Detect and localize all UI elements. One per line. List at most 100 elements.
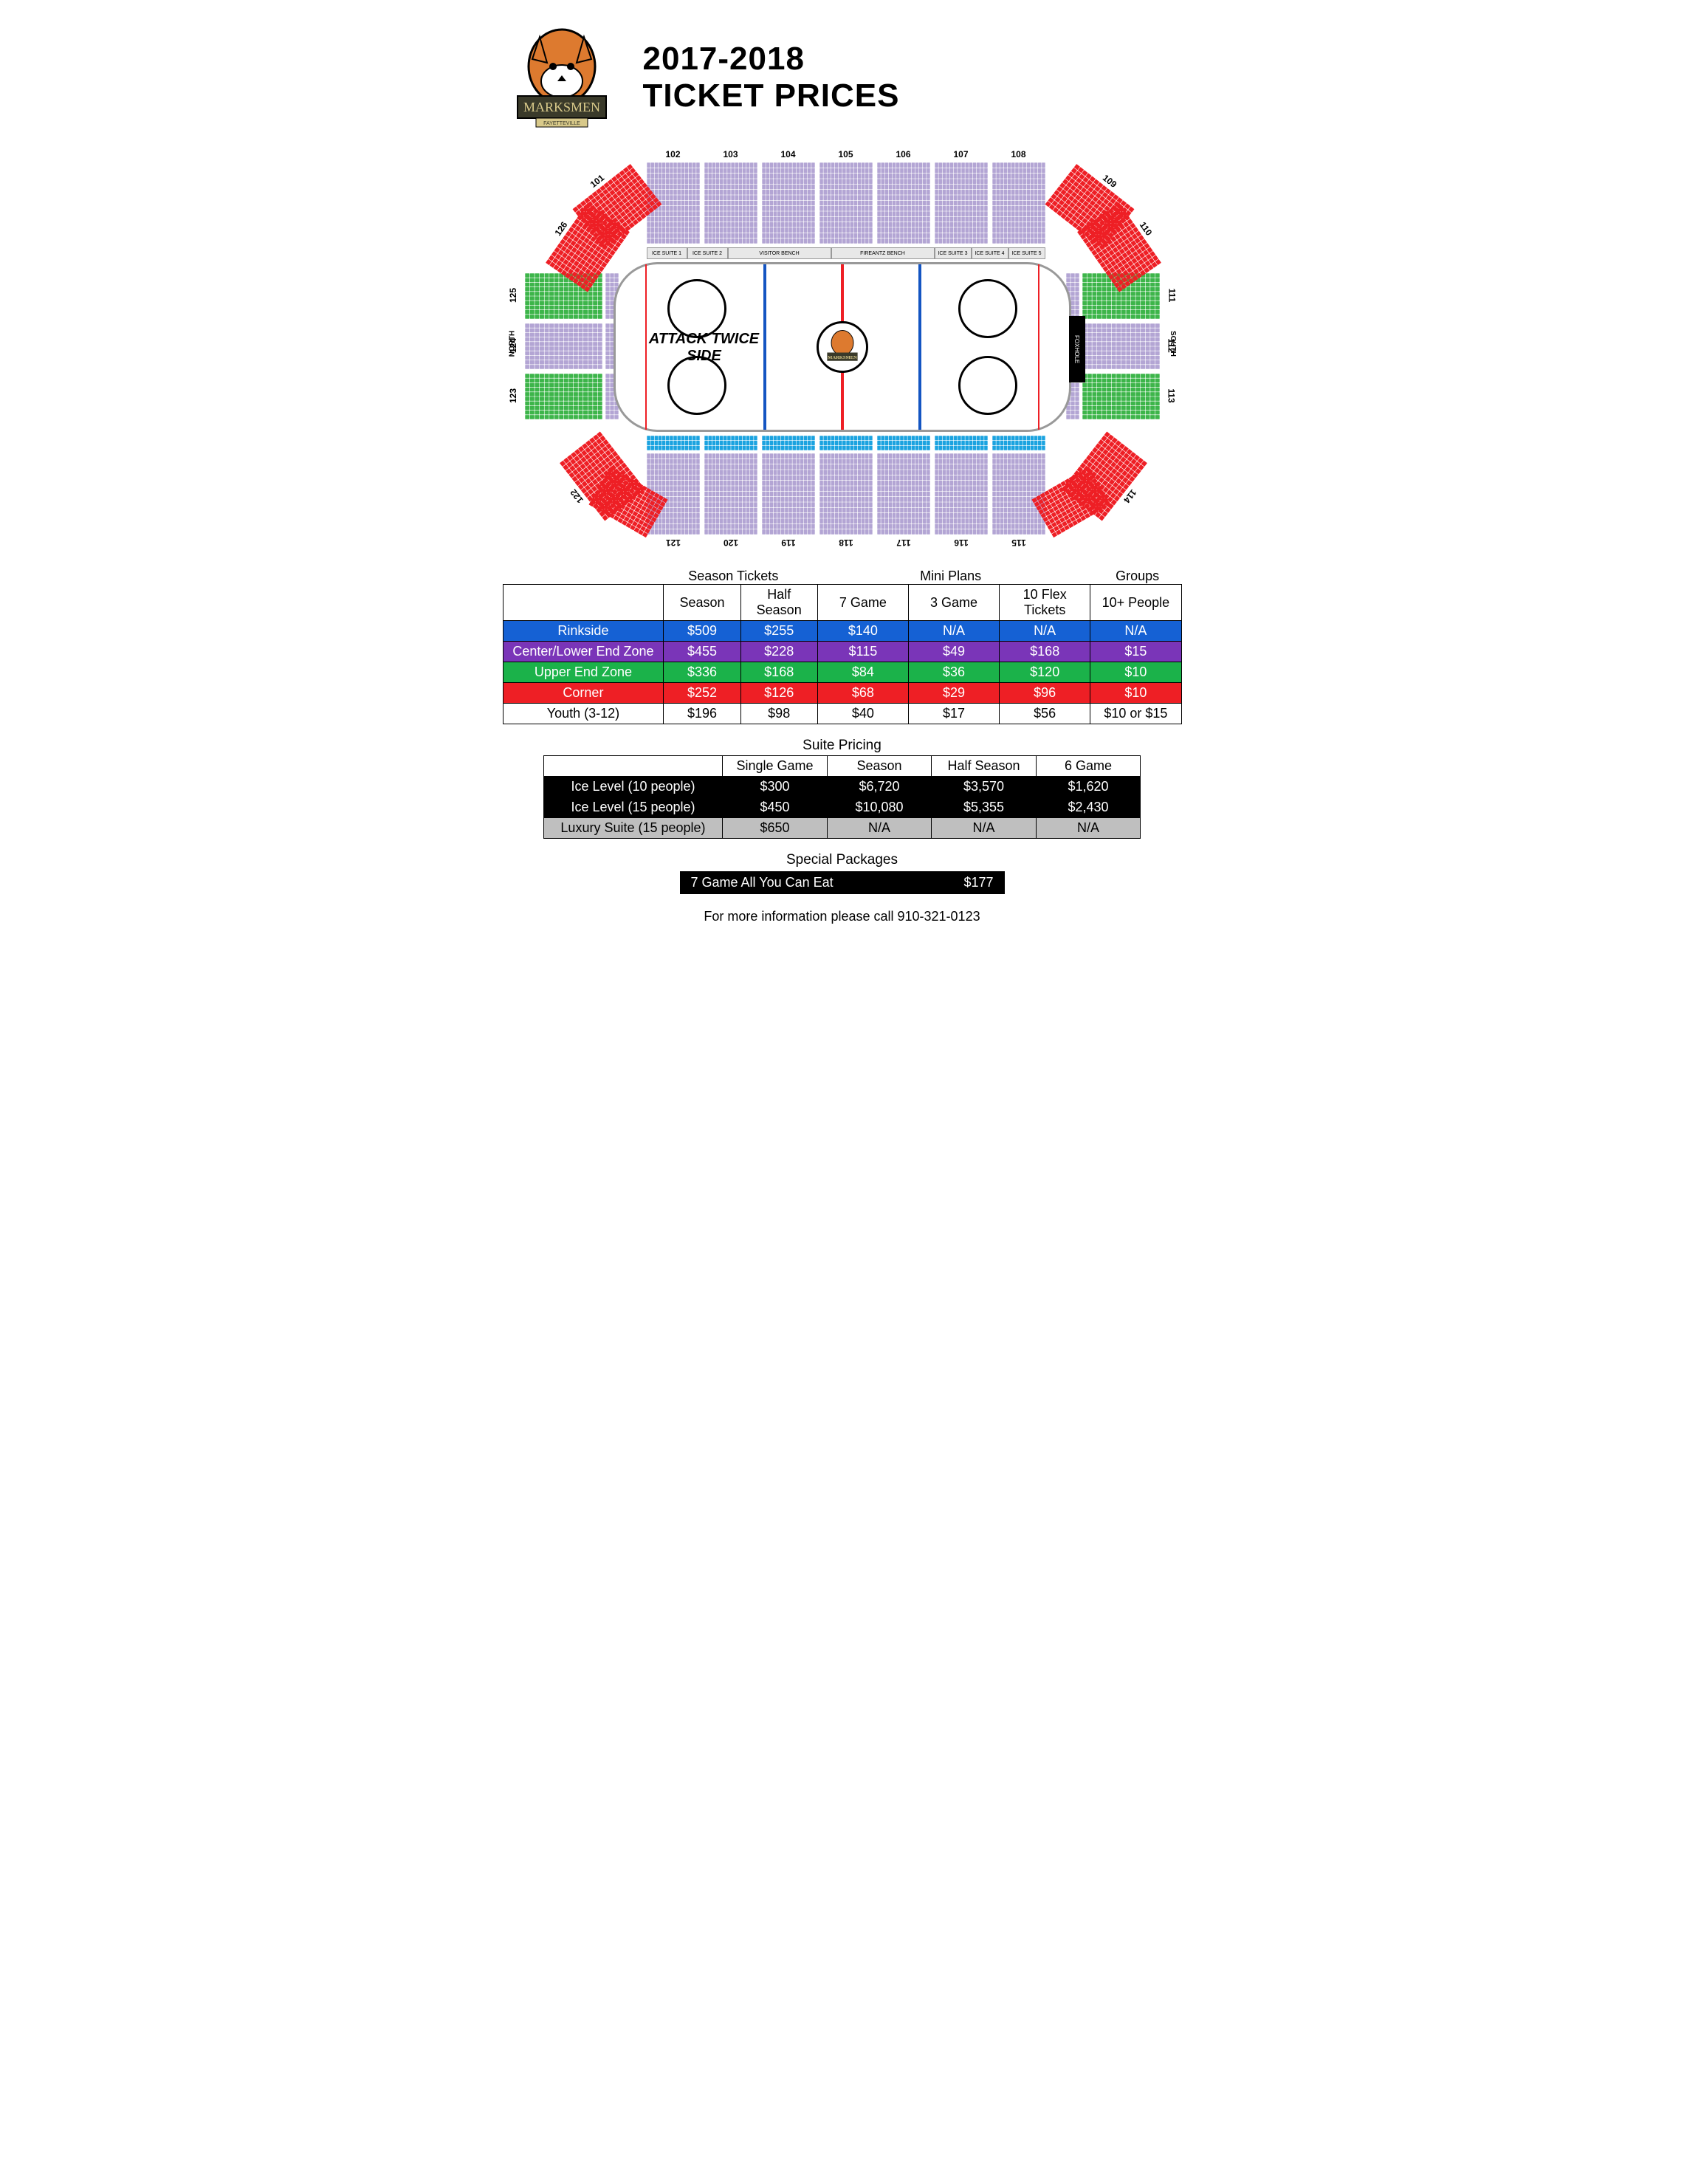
pricing-cell: $168	[1000, 642, 1090, 662]
suite-row-label: Luxury Suite (15 people)	[543, 818, 723, 839]
center-ice-logo: MARKSMEN	[817, 321, 868, 373]
suite-row: Luxury Suite (15 people)$650N/AN/AN/A	[543, 818, 1141, 839]
suite-cell: N/A	[1036, 818, 1141, 839]
pricing-col-header: 7 Game	[817, 585, 908, 621]
section-104: 104	[762, 162, 815, 244]
suite-row: Ice Level (15 people)$450$10,080$5,355$2…	[543, 797, 1141, 818]
pricing-cell: $509	[664, 621, 740, 642]
section-107: 107	[935, 162, 988, 244]
pricing-cell: $68	[817, 683, 908, 704]
ice-rink: MARKSMEN ATTACK TWICE SIDE FOXHOLE	[614, 262, 1071, 432]
rinkside-121	[647, 436, 700, 450]
suite-cell: N/A	[827, 818, 932, 839]
suite-col-header: 6 Game	[1036, 756, 1141, 777]
header-mini-plans: Mini Plans	[808, 569, 1093, 584]
suite-label: ICE SUITE 5	[1008, 247, 1045, 259]
pricing-cell: $98	[740, 704, 817, 724]
pricing-cell: $252	[664, 683, 740, 704]
pricing-cell: $10	[1090, 683, 1181, 704]
suite-cell: $2,430	[1036, 797, 1141, 818]
suite-col-header	[543, 756, 723, 777]
pricing-cell: $10 or $15	[1090, 704, 1181, 724]
title-heading: TICKET PRICES	[643, 78, 900, 114]
section-124: 124	[525, 323, 602, 369]
section-120: 120	[704, 453, 757, 535]
team-logo: MARKSMEN FAYETTEVILLE	[503, 22, 621, 133]
pricing-cell: $126	[740, 683, 817, 704]
pricing-row-label: Rinkside	[503, 621, 664, 642]
rinkside-119	[762, 436, 815, 450]
svg-text:FAYETTEVILLE: FAYETTEVILLE	[543, 121, 580, 126]
pricing-cell: N/A	[1000, 621, 1090, 642]
pricing-row: Youth (3-12)$196$98$40$17$56$10 or $15	[503, 704, 1181, 724]
pricing-row: Rinkside$509$255$140N/AN/AN/A	[503, 621, 1181, 642]
suite-title: Suite Pricing	[503, 738, 1182, 754]
pricing-cell: $336	[664, 662, 740, 683]
rinkside-118	[819, 436, 873, 450]
pricing-row-label: Youth (3-12)	[503, 704, 664, 724]
title-block: 2017-2018 TICKET PRICES	[643, 41, 900, 114]
special-price: $177	[963, 875, 993, 890]
section-108: 108	[992, 162, 1045, 244]
suite-cell: $6,720	[827, 777, 932, 797]
pricing-cell: $49	[908, 642, 999, 662]
section-119: 119	[762, 453, 815, 535]
pricing-cell: $17	[908, 704, 999, 724]
rinkside-120	[704, 436, 757, 450]
pricing-cell: $140	[817, 621, 908, 642]
arena-map: NORTH SOUTH 102103104105106107108 121120…	[503, 140, 1182, 554]
pricing-cell: N/A	[908, 621, 999, 642]
suite-col-header: Half Season	[932, 756, 1037, 777]
section-105: 105	[819, 162, 873, 244]
pricing-cell: $115	[817, 642, 908, 662]
footer-text: For more information please call 910-321…	[503, 909, 1182, 924]
pricing-col-header: Season	[664, 585, 740, 621]
pricing-row: Upper End Zone$336$168$84$36$120$10	[503, 662, 1181, 683]
year-heading: 2017-2018	[643, 41, 900, 78]
suite-cell: $1,620	[1036, 777, 1141, 797]
suite-row-label: Ice Level (10 people)	[543, 777, 723, 797]
suite-label: ICE SUITE 4	[972, 247, 1008, 259]
suite-cell: $3,570	[932, 777, 1037, 797]
suite-col-header: Single Game	[723, 756, 828, 777]
suite-label: ICE SUITE 1	[647, 247, 687, 259]
suite-label: FIREANTZ BENCH	[831, 247, 935, 259]
pricing-cell: $120	[1000, 662, 1090, 683]
section-123: 123	[525, 374, 602, 419]
pricing-row-label: Upper End Zone	[503, 662, 664, 683]
section-103: 103	[704, 162, 757, 244]
suite-col-header: Season	[827, 756, 932, 777]
suite-label: ICE SUITE 2	[687, 247, 728, 259]
rinkside-115	[992, 436, 1045, 450]
section-118: 118	[819, 453, 873, 535]
suite-row-label: Ice Level (15 people)	[543, 797, 723, 818]
pricing-table: SeasonHalf Season7 Game3 Game10 Flex Tic…	[503, 584, 1182, 724]
pricing-cell: $56	[1000, 704, 1090, 724]
pricing-col-header: 10 Flex Tickets	[1000, 585, 1090, 621]
attack-twice-label: ATTACK TWICE SIDE	[630, 331, 778, 365]
pricing-col-header	[503, 585, 664, 621]
suite-cell: $650	[723, 818, 828, 839]
section-116: 116	[935, 453, 988, 535]
pricing-cell: $29	[908, 683, 999, 704]
pricing-cell: N/A	[1090, 621, 1181, 642]
rinkside-117	[877, 436, 930, 450]
special-title: Special Packages	[503, 852, 1182, 868]
pricing-row: Center/Lower End Zone$455$228$115$49$168…	[503, 642, 1181, 662]
suite-label: VISITOR BENCH	[728, 247, 831, 259]
pricing-cell: $96	[1000, 683, 1090, 704]
header-season-tickets: Season Tickets	[659, 569, 808, 584]
header: MARKSMEN FAYETTEVILLE 2017-2018 TICKET P…	[503, 22, 1182, 133]
section-106: 106	[877, 162, 930, 244]
special-package-row: 7 Game All You Can Eat $177	[680, 871, 1005, 894]
suite-row: Ice Level (10 people)$300$6,720$3,570$1,…	[543, 777, 1141, 797]
suite-cell: $10,080	[827, 797, 932, 818]
pricing-cell: $36	[908, 662, 999, 683]
foxhole-label: FOXHOLE	[1069, 316, 1085, 382]
special-label: 7 Game All You Can Eat	[691, 875, 834, 890]
pricing-cell: $168	[740, 662, 817, 683]
rinkside-116	[935, 436, 988, 450]
suite-label: ICE SUITE 3	[935, 247, 972, 259]
pricing-cell: $40	[817, 704, 908, 724]
section-117: 117	[877, 453, 930, 535]
